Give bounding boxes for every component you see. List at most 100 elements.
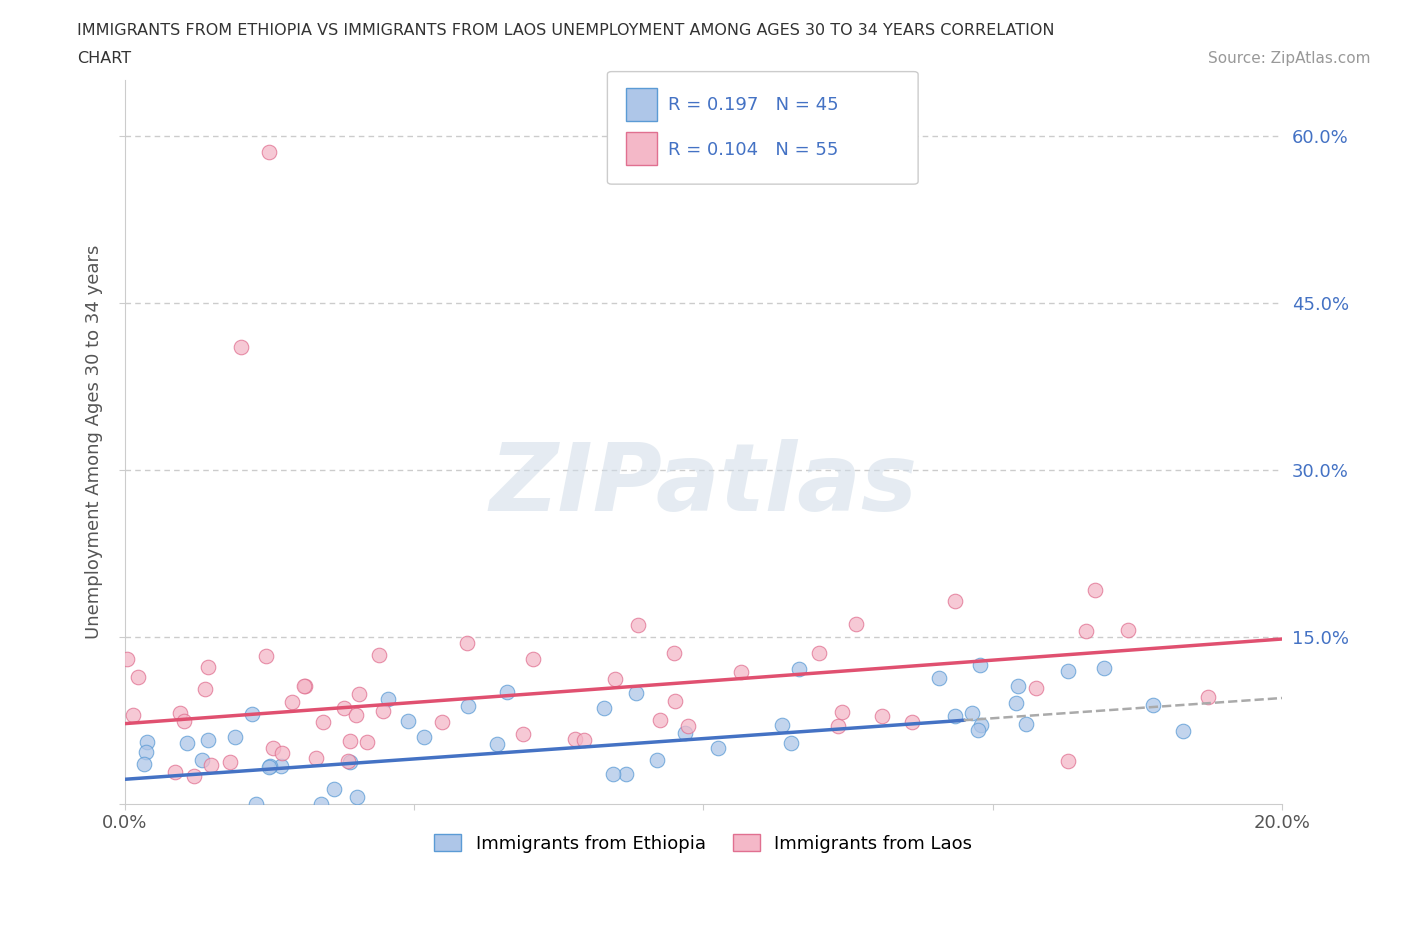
Point	[1142, 698, 1164, 712]
Point	[339, 734, 361, 749]
Point	[197, 733, 219, 748]
Point	[1015, 717, 1038, 732]
Point	[831, 705, 853, 720]
Point	[281, 695, 304, 710]
Point	[602, 767, 624, 782]
Point	[127, 670, 149, 684]
Point	[1057, 754, 1080, 769]
Point	[135, 744, 157, 759]
Point	[367, 648, 389, 663]
Point	[673, 725, 696, 740]
Y-axis label: Unemployment Among Ages 30 to 34 years: Unemployment Among Ages 30 to 34 years	[86, 245, 103, 639]
Point	[132, 757, 155, 772]
Point	[845, 617, 868, 631]
Point	[339, 754, 361, 769]
Point	[1004, 696, 1026, 711]
Point	[614, 766, 637, 781]
Point	[648, 712, 671, 727]
Point	[627, 618, 650, 632]
Point	[430, 714, 453, 729]
Point	[259, 760, 281, 775]
Point	[664, 646, 686, 661]
Point	[1171, 724, 1194, 738]
Point	[496, 684, 519, 699]
Point	[969, 658, 991, 672]
Point	[1084, 583, 1107, 598]
Point	[259, 145, 281, 160]
Point	[928, 671, 950, 685]
Point	[183, 768, 205, 783]
Point	[122, 708, 145, 723]
Text: R = 0.197   N = 45: R = 0.197 N = 45	[668, 96, 838, 114]
Point	[344, 708, 367, 723]
Point	[1116, 623, 1139, 638]
Legend: Immigrants from Ethiopia, Immigrants from Laos: Immigrants from Ethiopia, Immigrants fro…	[427, 827, 980, 860]
Point	[254, 649, 277, 664]
Point	[605, 671, 627, 686]
Point	[413, 729, 436, 744]
Point	[262, 740, 284, 755]
Point	[346, 790, 368, 804]
Text: Source: ZipAtlas.com: Source: ZipAtlas.com	[1208, 51, 1371, 66]
Point	[240, 707, 263, 722]
Point	[200, 757, 222, 772]
Point	[259, 759, 281, 774]
Point	[304, 751, 326, 765]
Point	[165, 765, 187, 780]
Point	[1025, 681, 1047, 696]
Point	[780, 735, 803, 750]
Point	[312, 714, 335, 729]
Point	[626, 686, 648, 701]
Point	[967, 723, 990, 737]
Point	[173, 713, 195, 728]
Point	[808, 646, 831, 661]
Point	[292, 679, 315, 694]
Point	[512, 727, 534, 742]
Point	[115, 651, 138, 666]
Point	[676, 718, 699, 733]
Point	[870, 709, 893, 724]
Point	[962, 706, 984, 721]
Point	[197, 660, 219, 675]
Point	[664, 694, 686, 709]
Point	[1197, 689, 1219, 704]
Point	[271, 746, 294, 761]
Point	[371, 704, 394, 719]
Point	[787, 661, 810, 676]
Point	[730, 665, 752, 680]
Point	[770, 718, 793, 733]
Point	[191, 752, 214, 767]
Point	[396, 714, 419, 729]
Point	[1074, 623, 1097, 638]
Point	[245, 796, 267, 811]
Text: R = 0.104   N = 55: R = 0.104 N = 55	[668, 140, 838, 159]
Point	[270, 758, 292, 773]
Point	[194, 682, 217, 697]
Point	[224, 730, 246, 745]
Point	[827, 719, 849, 734]
Point	[943, 708, 966, 723]
Point	[349, 686, 371, 701]
Point	[522, 652, 544, 667]
Point	[564, 732, 586, 747]
Point	[218, 755, 240, 770]
Point	[135, 735, 157, 750]
Point	[377, 692, 399, 707]
Point	[333, 700, 356, 715]
Text: CHART: CHART	[77, 51, 131, 66]
Point	[901, 714, 924, 729]
Point	[1007, 678, 1029, 693]
Point	[169, 706, 191, 721]
Text: IMMIGRANTS FROM ETHIOPIA VS IMMIGRANTS FROM LAOS UNEMPLOYMENT AMONG AGES 30 TO 3: IMMIGRANTS FROM ETHIOPIA VS IMMIGRANTS F…	[77, 23, 1054, 38]
Point	[337, 753, 360, 768]
Point	[572, 732, 595, 747]
Point	[592, 700, 614, 715]
Point	[647, 752, 669, 767]
Point	[943, 593, 966, 608]
Point	[356, 735, 378, 750]
Point	[486, 737, 509, 751]
Point	[229, 339, 252, 354]
Point	[707, 740, 730, 755]
Point	[457, 698, 479, 713]
Point	[294, 678, 316, 693]
